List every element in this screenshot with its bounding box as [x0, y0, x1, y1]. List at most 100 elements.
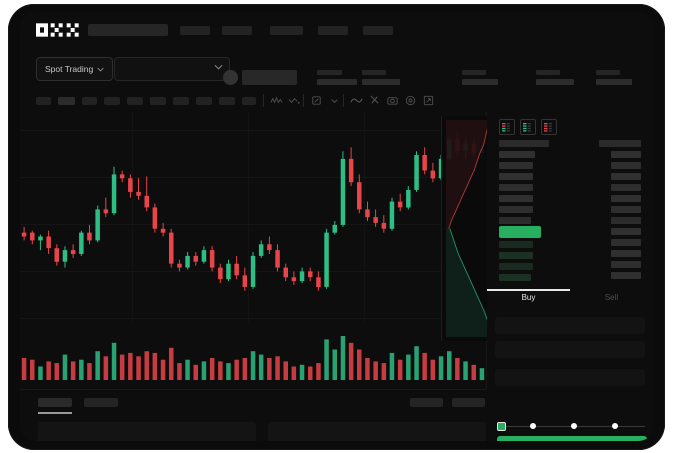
stat-volume-24h	[596, 70, 632, 85]
orderbook-size-row[interactable]	[599, 140, 641, 147]
okx-logo[interactable]	[36, 23, 80, 37]
line-chart-icon[interactable]	[350, 94, 363, 107]
orderbook-size-row[interactable]	[611, 195, 641, 202]
trading-pair-name	[242, 70, 297, 85]
amount-percent-slider[interactable]	[497, 422, 645, 431]
interval-1w-button[interactable]	[196, 97, 212, 105]
chart-gridline	[20, 130, 486, 131]
orderbook-size-row[interactable]	[611, 261, 641, 268]
interval-1M-button[interactable]	[219, 97, 235, 105]
orderbook-ask-row[interactable]	[499, 217, 531, 224]
chart-type-chevron-icon[interactable]	[328, 94, 341, 107]
orderbook-ask-row[interactable]	[499, 184, 533, 191]
slider-stop-75[interactable]	[612, 423, 618, 429]
sidebar-item-nav-4[interactable]	[318, 26, 348, 35]
fullscreen-icon[interactable]	[422, 94, 435, 107]
orderbook-view-asks-icon[interactable]	[541, 119, 557, 135]
global-search-field[interactable]	[88, 24, 168, 36]
orderbook-size-row[interactable]	[611, 151, 641, 158]
chart-gridline-v	[364, 112, 365, 322]
orderbook-view-both-icon[interactable]	[499, 119, 515, 135]
candlestick-series	[21, 131, 485, 291]
interval-5m-button[interactable]	[58, 97, 75, 105]
orderbook-bid-row[interactable]	[499, 274, 531, 281]
magnet-icon[interactable]	[368, 94, 381, 107]
active-tab-underline	[487, 289, 570, 291]
order-total-field[interactable]	[495, 369, 645, 386]
interval-4h-button[interactable]	[150, 97, 166, 105]
orderbook-size-row[interactable]	[611, 217, 641, 224]
orderbook-ask-row[interactable]	[499, 173, 533, 180]
orderbook-bid-row[interactable]	[499, 252, 533, 259]
interval-more-button[interactable]	[242, 97, 256, 105]
sidebar-item-nav-2[interactable]	[222, 26, 252, 35]
drawing-tools-icon[interactable]	[310, 94, 323, 107]
orders-panel	[20, 389, 486, 441]
bottom-action-1[interactable]	[410, 398, 443, 407]
stat-change	[362, 70, 400, 85]
tab-open-orders[interactable]	[38, 398, 72, 407]
stat-high-24h	[462, 70, 498, 85]
depth-area-chart	[446, 119, 492, 338]
orderbook-size-row[interactable]	[611, 228, 641, 235]
order-amount-field[interactable]	[495, 341, 645, 358]
bottom-panel-left	[38, 422, 256, 441]
chart-gridline	[20, 224, 486, 225]
active-tab-underline	[38, 412, 72, 414]
order-side-tabs: Buy Sell	[487, 289, 653, 311]
orderbook-view-bids-icon[interactable]	[520, 119, 536, 135]
bottom-panel-right	[268, 422, 486, 441]
orderbook-ask-row[interactable]	[499, 151, 535, 158]
orderbook-bid-row[interactable]	[499, 263, 533, 270]
tab-order-history[interactable]	[84, 398, 118, 407]
sidebar-item-nav-1[interactable]	[180, 26, 210, 35]
orderbook-size-row[interactable]	[611, 239, 641, 246]
chevron-down-icon	[97, 67, 104, 71]
chart-gridline	[20, 177, 486, 178]
chart-toolbar	[20, 90, 653, 113]
orderbook-size-row[interactable]	[611, 272, 641, 279]
toolbar-divider-3	[343, 94, 344, 107]
orderbook-size-row[interactable]	[611, 206, 641, 213]
tab-buy[interactable]: Buy	[521, 293, 536, 302]
chart-gridline-v	[132, 112, 133, 322]
orderbook-size-row[interactable]	[611, 162, 641, 169]
interval-15m-button[interactable]	[82, 97, 97, 105]
tab-sell[interactable]: Sell	[604, 293, 619, 302]
orderbook-size-row[interactable]	[611, 173, 641, 180]
sidebar-item-nav-5[interactable]	[363, 26, 393, 35]
bottom-action-2[interactable]	[452, 398, 485, 407]
orderbook-ask-row[interactable]	[499, 140, 549, 147]
orderbook-size-row[interactable]	[611, 184, 641, 191]
compare-icon[interactable]	[288, 94, 301, 107]
orderbook-ask-row[interactable]	[499, 195, 533, 202]
sidebar-item-nav-3[interactable]	[270, 26, 303, 35]
orderbook-size-row[interactable]	[611, 250, 641, 257]
interval-1h-button[interactable]	[127, 97, 143, 105]
orderbook-ask-row[interactable]	[499, 162, 533, 169]
indicator-icon[interactable]	[270, 94, 283, 107]
order-price-field[interactable]	[495, 317, 645, 334]
slider-stop-50[interactable]	[571, 423, 577, 429]
price-chart-panel[interactable]	[20, 112, 487, 389]
app-screen: Spot Trading	[20, 12, 653, 441]
toolbar-divider-1	[263, 94, 264, 107]
orderbook-ask-row[interactable]	[499, 206, 533, 213]
trading-pair-selector[interactable]	[114, 57, 230, 81]
market-type-selector[interactable]: Spot Trading	[36, 57, 114, 81]
interval-1d-button[interactable]	[173, 97, 189, 105]
place-buy-order-button[interactable]	[497, 436, 647, 441]
interval-30m-button[interactable]	[104, 97, 120, 105]
chart-gridline-v	[248, 112, 249, 322]
stat-last-price	[317, 70, 357, 85]
slider-handle[interactable]	[497, 422, 506, 431]
orderbook-bid-row[interactable]	[499, 241, 533, 248]
interval-1m-button[interactable]	[36, 97, 51, 105]
camera-icon[interactable]	[386, 94, 399, 107]
chart-gridline	[20, 318, 486, 319]
orderbook-spread-row[interactable]	[499, 226, 541, 238]
settings-icon[interactable]	[404, 94, 417, 107]
slider-stop-25[interactable]	[530, 423, 536, 429]
order-entry-form	[487, 311, 653, 389]
